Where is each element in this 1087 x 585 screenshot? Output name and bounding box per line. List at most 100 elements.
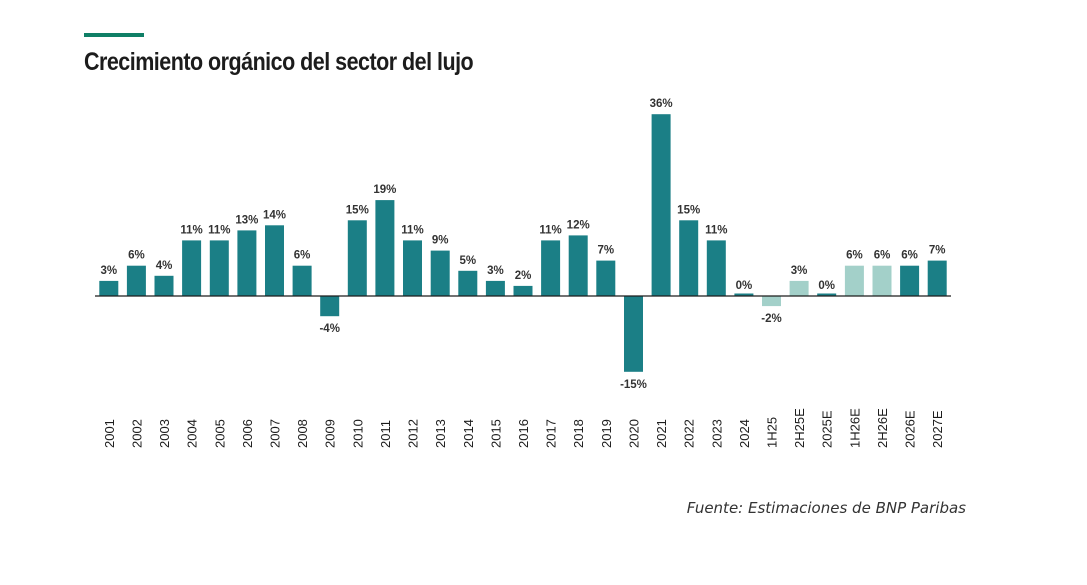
category-label: 2003 (157, 419, 172, 448)
value-label: 4% (156, 260, 173, 272)
category-label: 2021 (654, 419, 669, 448)
value-label: 0% (736, 280, 753, 292)
value-label: 15% (677, 204, 700, 216)
value-label: 3% (487, 265, 504, 277)
bar-2023 (706, 240, 726, 296)
category-label: 2020 (627, 419, 642, 448)
bar-1h25 (762, 296, 781, 307)
value-label: 6% (294, 250, 311, 262)
value-label: 15% (346, 204, 369, 216)
bar-2010 (347, 220, 367, 297)
value-label: 3% (100, 265, 117, 277)
bar-2019 (596, 260, 616, 296)
bar-2011 (375, 200, 395, 297)
category-label: 2001 (102, 419, 117, 448)
category-label: 2011 (378, 420, 393, 448)
bar-2h26e (872, 265, 892, 296)
bar-2006 (237, 230, 257, 296)
bar-2021 (651, 114, 671, 296)
value-label: 11% (705, 224, 727, 236)
bar-2024 (734, 293, 754, 296)
bar-2005 (209, 240, 229, 296)
category-label: 2008 (295, 419, 310, 448)
category-label: 2022 (682, 419, 697, 448)
bar-2001 (99, 280, 119, 296)
value-label: -2% (761, 313, 781, 325)
value-label: 3% (791, 265, 808, 277)
value-label: 13% (235, 214, 258, 226)
category-label: 2H26E (875, 408, 890, 448)
value-label: 0% (818, 280, 835, 292)
category-label: 2016 (516, 419, 531, 448)
category-label: 2026E (903, 410, 918, 448)
bar-2027e (927, 260, 947, 296)
bar-2009 (320, 296, 340, 317)
bar-2013 (430, 250, 450, 296)
value-label: 6% (874, 250, 891, 262)
bar-2012 (403, 240, 422, 296)
value-label: 11% (208, 224, 230, 236)
category-label: 2018 (571, 419, 586, 448)
bar-2003 (154, 275, 174, 296)
category-label: 2015 (488, 419, 503, 448)
category-label: 2012 (406, 419, 421, 448)
value-label: -15% (620, 379, 647, 391)
category-label: 1H25 (765, 417, 780, 448)
value-label: 6% (846, 250, 863, 262)
value-label: 6% (128, 250, 145, 262)
chart-title: Crecimiento orgánico del sector del lujo (84, 48, 474, 76)
category-label: 2019 (599, 419, 614, 448)
title-accent-bar (84, 33, 144, 37)
bar-2020 (624, 296, 643, 372)
category-label: 2013 (433, 419, 448, 448)
value-label: 36% (650, 98, 673, 110)
bar-2018 (568, 235, 588, 296)
bar-2026e (900, 265, 920, 296)
bar-2017 (541, 240, 561, 296)
value-label: 12% (567, 219, 590, 231)
bars-group (99, 114, 947, 372)
value-label: 11% (539, 224, 561, 236)
bar-2016 (513, 285, 533, 296)
value-label: 14% (263, 209, 286, 221)
value-label: -4% (319, 323, 339, 335)
value-label: 5% (459, 255, 476, 267)
category-label: 1H26E (847, 408, 862, 448)
bar-2002 (126, 265, 146, 296)
value-label: 11% (401, 224, 423, 236)
category-label: 2009 (323, 419, 338, 448)
category-label: 2017 (544, 419, 559, 448)
value-label: 9% (432, 235, 449, 247)
bar-1h26e (844, 265, 864, 296)
category-label: 2025E (820, 410, 835, 448)
bar-2015 (485, 280, 505, 296)
category-label: 2006 (240, 419, 255, 448)
category-label: 2H25E (792, 408, 807, 448)
category-label: 2023 (709, 419, 724, 448)
value-label: 2% (515, 270, 532, 282)
value-label: 7% (597, 245, 614, 257)
value-label: 6% (901, 250, 918, 262)
source-note: Fuente: Estimaciones de BNP Paribas (686, 499, 966, 517)
category-label: 2024 (737, 419, 752, 448)
bar-2h25e (789, 280, 809, 296)
category-label: 2002 (129, 419, 144, 448)
category-label: 2007 (268, 419, 283, 448)
category-label: 2010 (350, 419, 365, 448)
bar-2008 (292, 265, 312, 296)
bar-2025e (817, 293, 837, 296)
category-label: 2014 (461, 419, 476, 448)
category-label: 2004 (185, 419, 200, 448)
value-label: 19% (373, 184, 396, 196)
value-labels-group: 3% 6% 4% 11% 11% 13% 14% 6% -4% 15% 19% 11% 9% 5% 3% 2%… (100, 98, 945, 391)
bar-2022 (679, 220, 699, 297)
bar-2007 (265, 225, 284, 296)
value-label: 11% (180, 224, 202, 236)
bar-2004 (182, 240, 202, 296)
category-label: 2005 (212, 419, 227, 448)
category-labels-group: 2001 2002 2003 2004 2005 2006 2007 2008 2009 2010… (102, 408, 945, 448)
value-label: 7% (929, 245, 946, 257)
bar-2014 (458, 270, 478, 297)
category-label: 2027E (930, 410, 945, 448)
